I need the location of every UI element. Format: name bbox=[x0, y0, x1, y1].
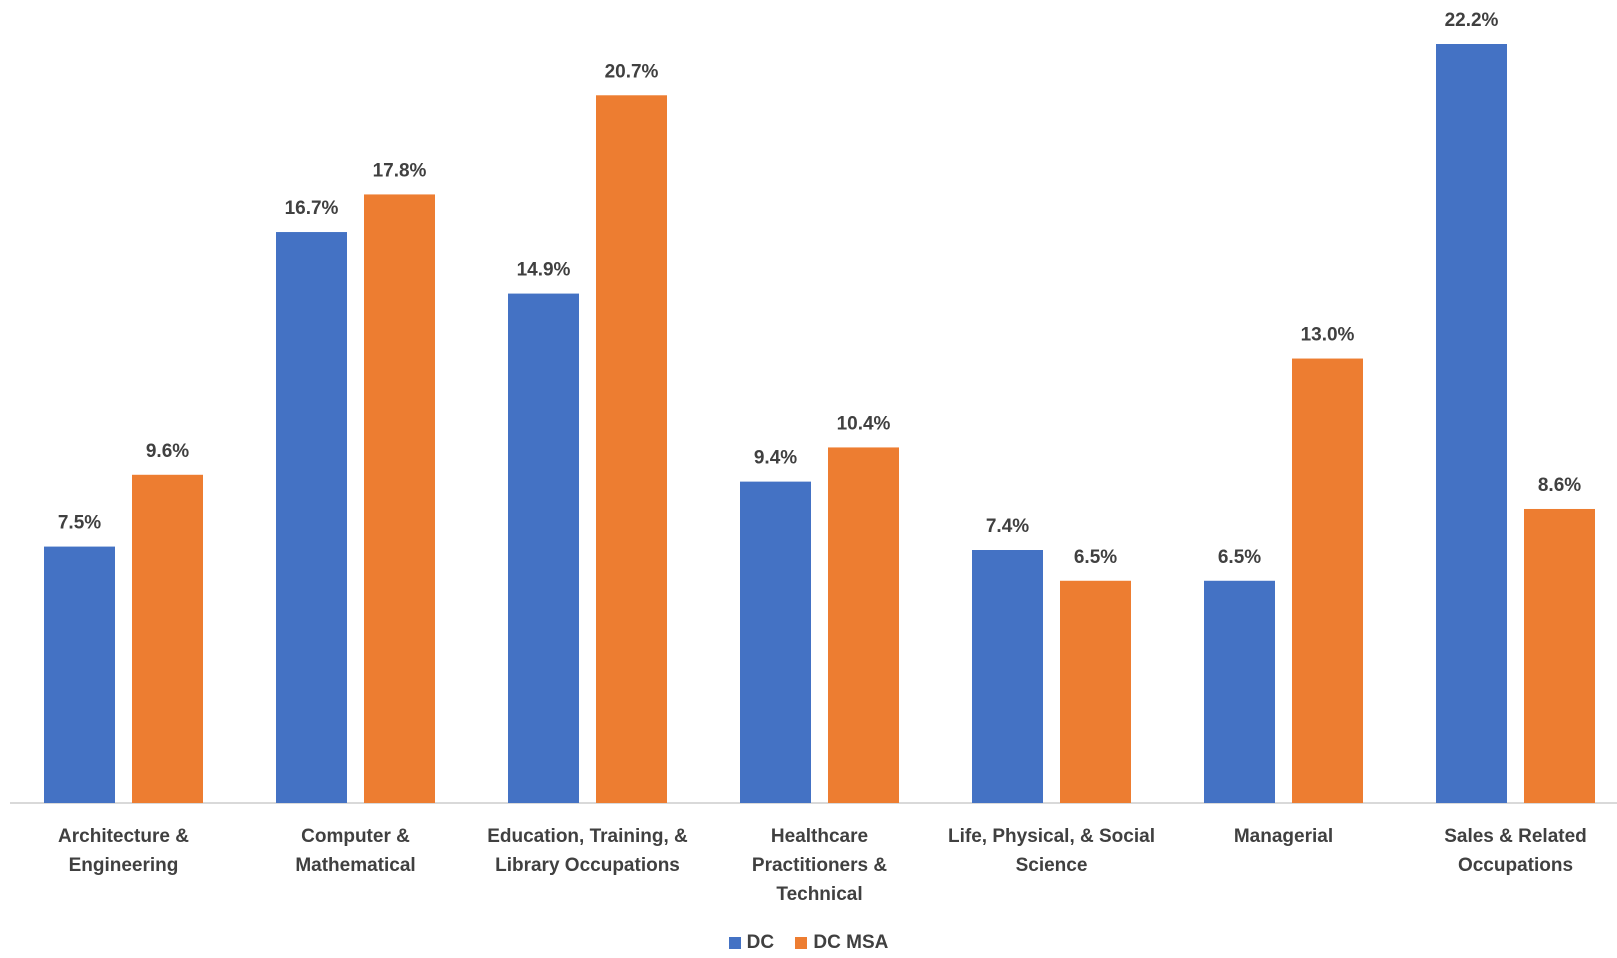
value-labels-group: 7.5% 9.6% 16.7% 17.8% 14.9% 20.7% 9.4% 10.4% 7.4… bbox=[58, 10, 1581, 568]
value-label-dc-msa-sales-related-occupations: 8.6% bbox=[1538, 475, 1581, 496]
bar-dc-education-training-library-occupations bbox=[508, 293, 579, 803]
bar-dc-msa-architecture-engineering bbox=[132, 474, 203, 803]
bar-dc-msa-education-training-library-occupations bbox=[596, 95, 667, 803]
value-label-dc-computer-mathematical: 16.7% bbox=[285, 198, 339, 219]
bar-dc-msa-computer-mathematical bbox=[364, 194, 435, 803]
bar-dc-life-physical-social-science bbox=[972, 550, 1043, 803]
legend-label-dc: DC bbox=[746, 932, 775, 953]
legend-label-dc-msa: DC MSA bbox=[813, 932, 889, 953]
value-label-dc-msa-education-training-library-occupations: 20.7% bbox=[605, 61, 659, 82]
category-label-life-physical-social-science: Life, Physical, & Social Science bbox=[948, 826, 1155, 876]
category-label-computer-mathematical: Computer & Mathematical bbox=[295, 826, 415, 876]
legend-item-dc: DC bbox=[728, 932, 775, 954]
category-label-education-training-library-occupations: Education, Training, & Library Occupation… bbox=[487, 826, 688, 876]
value-label-dc-healthcare-practitioners-technical: 9.4% bbox=[754, 448, 797, 469]
bar-dc-msa-healthcare-practitioners-technical bbox=[828, 447, 899, 803]
bar-dc-architecture-engineering bbox=[44, 546, 115, 803]
legend-item-dc-msa: DC MSA bbox=[795, 932, 888, 954]
bars-group bbox=[44, 44, 1595, 804]
bar-dc-msa-sales-related-occupations bbox=[1524, 508, 1595, 803]
value-label-dc-msa-healthcare-practitioners-technical: 10.4% bbox=[837, 413, 891, 434]
legend-swatch-dc bbox=[728, 937, 741, 949]
category-labels-group: Architecture & Engineering Computer & Mathe… bbox=[58, 826, 1587, 905]
category-label-architecture-engineering: Architecture & Engineering bbox=[58, 826, 189, 876]
category-label-healthcare-practitioners-technical: Healthcare Practitioners & Technical bbox=[752, 826, 887, 905]
value-label-dc-msa-computer-mathematical: 17.8% bbox=[373, 160, 427, 181]
value-label-dc-managerial: 6.5% bbox=[1218, 547, 1261, 568]
value-label-dc-sales-related-occupations: 22.2% bbox=[1445, 10, 1499, 31]
bar-dc-healthcare-practitioners-technical bbox=[740, 481, 811, 803]
bar-dc-msa-managerial bbox=[1292, 358, 1363, 803]
bar-dc-msa-life-physical-social-science bbox=[1060, 580, 1131, 803]
value-label-dc-education-training-library-occupations: 14.9% bbox=[517, 260, 571, 281]
legend-swatch-dc-msa bbox=[795, 937, 808, 949]
category-label-sales-related-occupations: Sales & Related Occupations bbox=[1444, 826, 1587, 876]
value-label-dc-architecture-engineering: 7.5% bbox=[58, 513, 101, 534]
value-label-dc-msa-life-physical-social-science: 6.5% bbox=[1074, 547, 1117, 568]
bar-dc-managerial bbox=[1204, 580, 1275, 803]
value-label-dc-msa-managerial: 13.0% bbox=[1301, 325, 1355, 346]
value-label-dc-life-physical-social-science: 7.4% bbox=[986, 516, 1029, 537]
legend: DC DC MSA bbox=[0, 932, 1617, 955]
category-label-managerial: Managerial bbox=[1234, 826, 1333, 847]
bar-dc-computer-mathematical bbox=[276, 232, 347, 804]
bar-dc-sales-related-occupations bbox=[1436, 44, 1507, 803]
value-label-dc-msa-architecture-engineering: 9.6% bbox=[146, 441, 189, 462]
